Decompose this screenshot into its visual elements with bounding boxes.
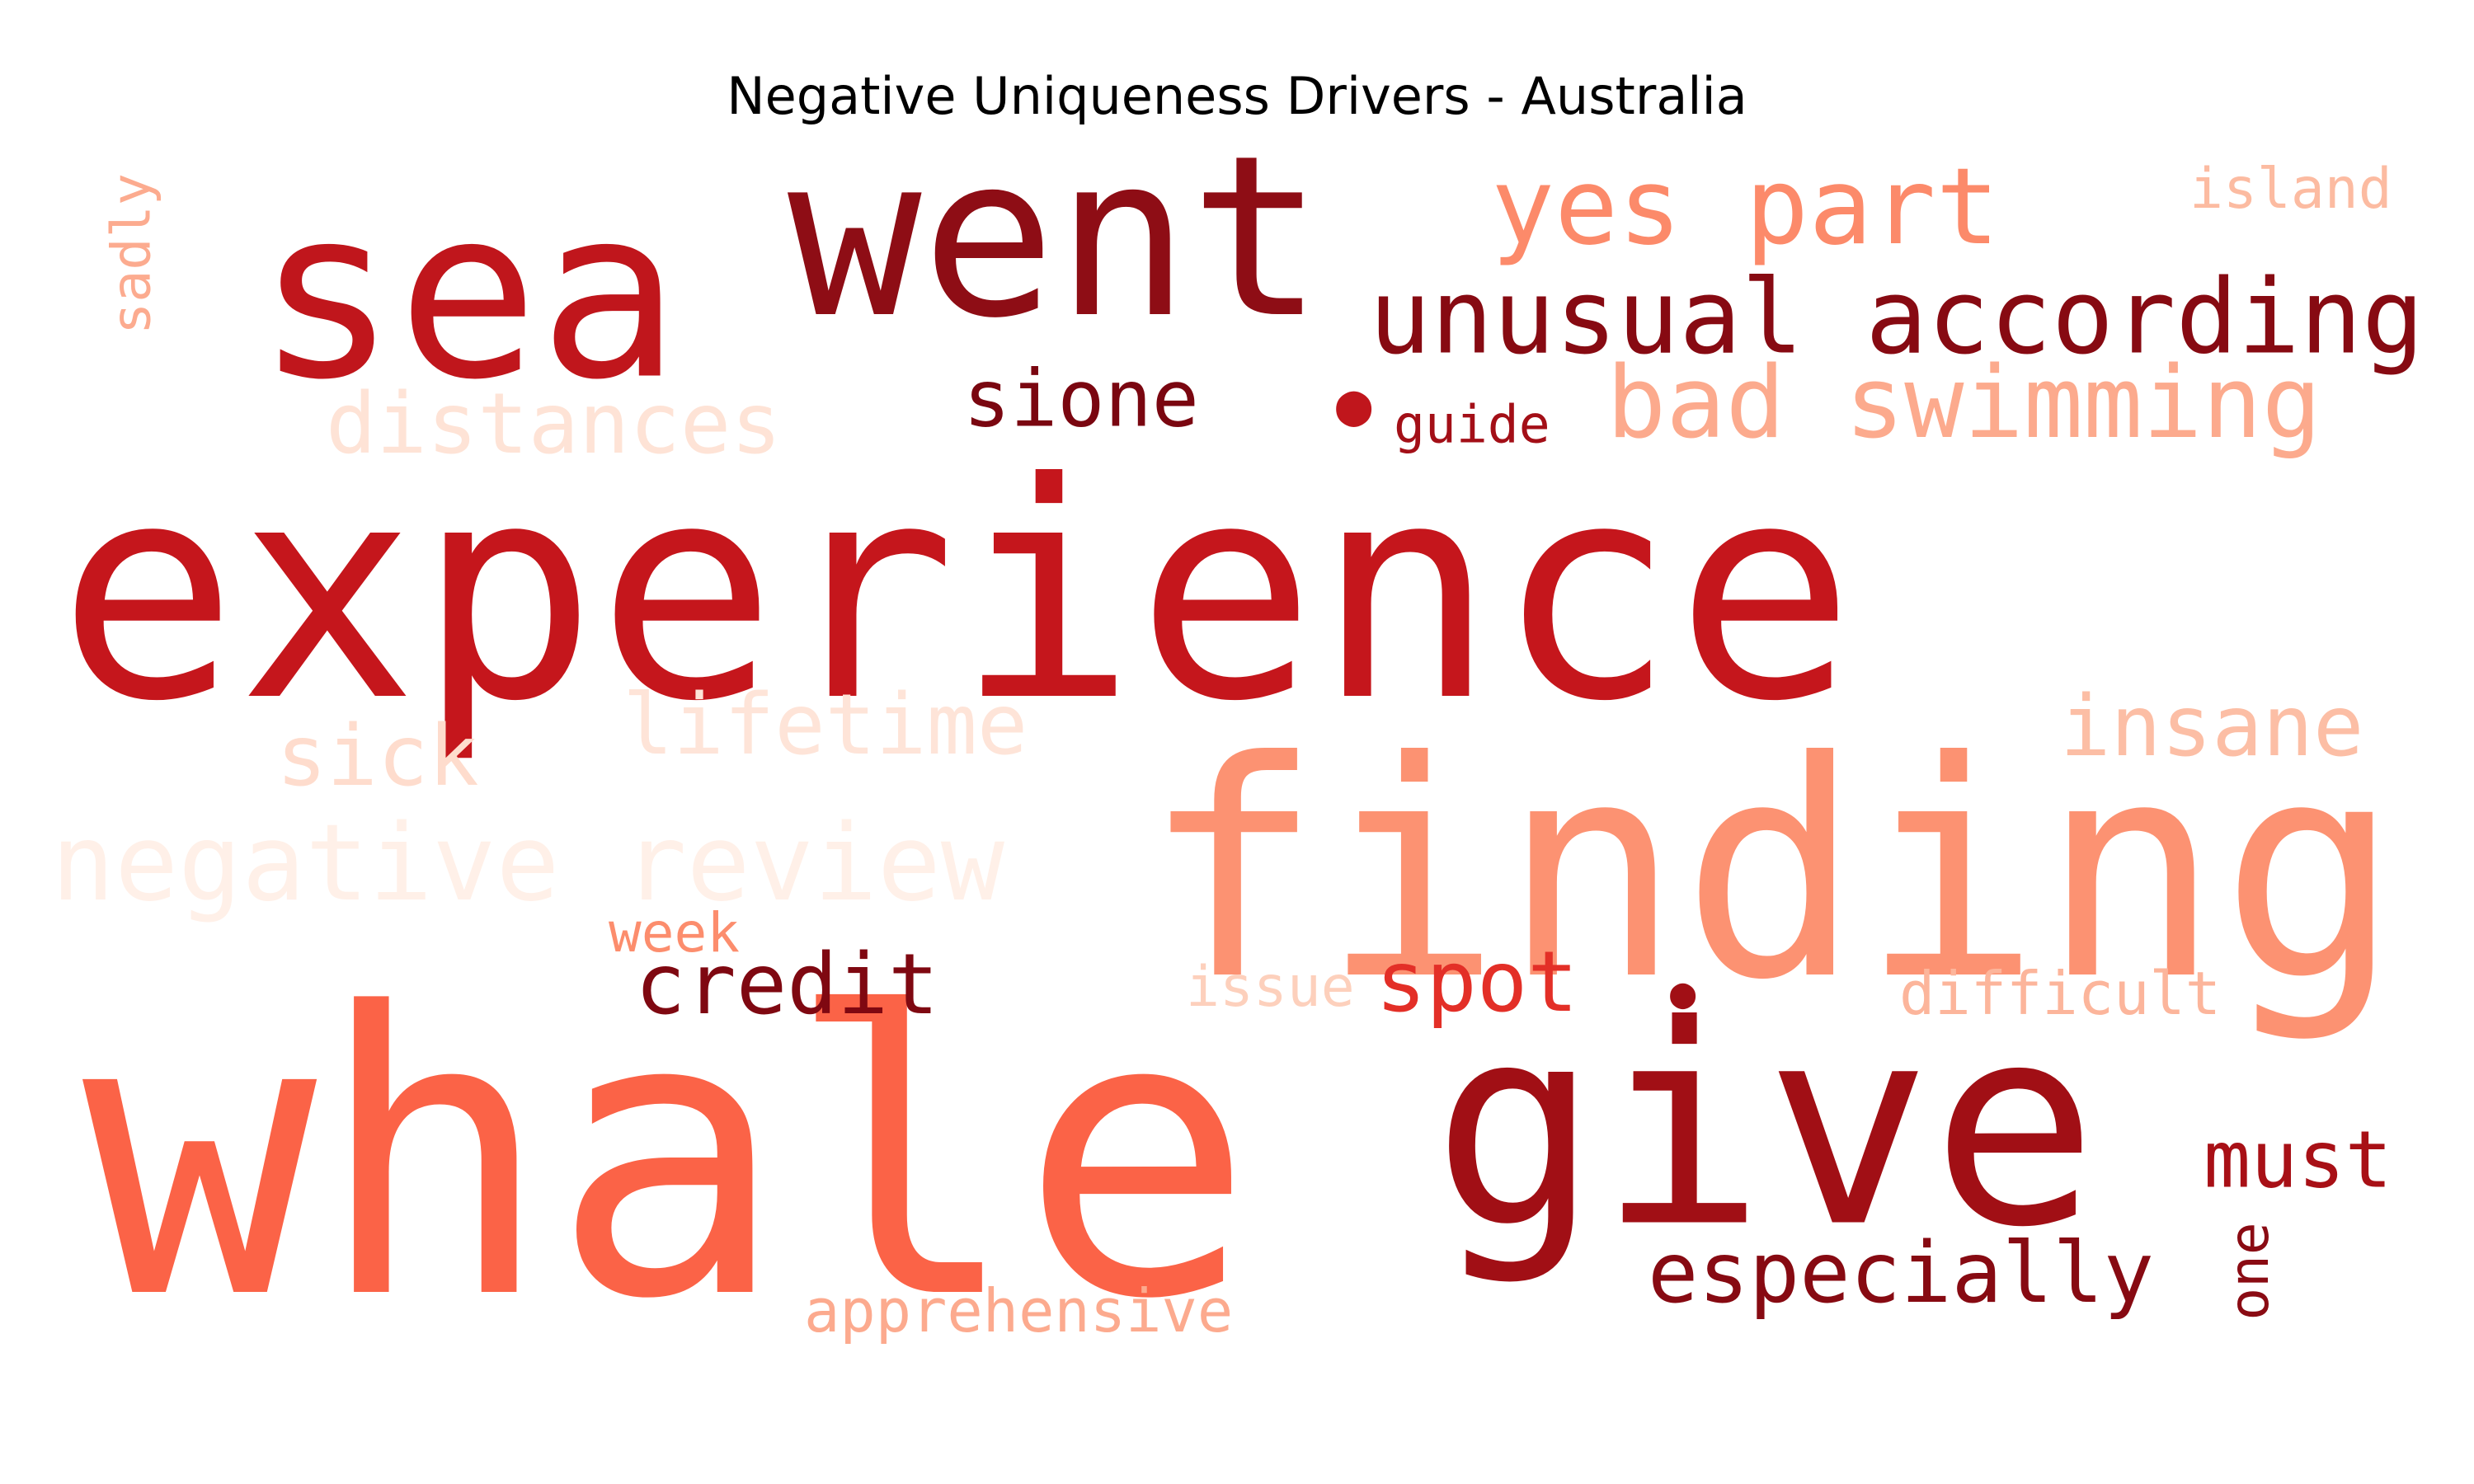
word-dot-2: ●	[1670, 969, 1696, 1018]
word-lifetime: lifetime	[623, 676, 1028, 774]
word-must: must	[2204, 1115, 2392, 1206]
word-unusual-according: unusual according	[1369, 257, 2425, 378]
word-apprehensive: apprehensive	[804, 1276, 1234, 1345]
word-spot: spot	[1376, 933, 1578, 1031]
word-experience: experience	[58, 420, 1856, 767]
word-bad-swimming: bad swimming	[1606, 346, 2321, 461]
word-negative-review: negative review	[51, 802, 1004, 925]
word-difficult: difficult	[1899, 959, 2222, 1028]
word-insane: insane	[2060, 678, 2364, 776]
word-went: went	[788, 107, 1324, 367]
word-one: one	[2218, 1222, 2281, 1321]
word-finding: finding	[1142, 698, 2401, 1045]
word-credit: credit	[635, 936, 939, 1034]
word-sadly: sadly	[101, 173, 163, 335]
word-island: island	[2189, 157, 2392, 222]
word-give: give	[1432, 966, 2098, 1289]
word-sione: sione	[963, 354, 1199, 445]
word-week: week	[609, 901, 740, 965]
word-sick: sick	[276, 707, 479, 805]
word-guide: guide	[1394, 394, 1550, 455]
word-dot-1: ●	[1336, 369, 1372, 439]
word-yes-part: yes part	[1491, 146, 2000, 269]
word-distances: distances	[326, 375, 782, 473]
chart-title: Negative Uniqueness Drivers - Australia	[727, 66, 1747, 126]
word-especially: especially	[1648, 1224, 2155, 1322]
word-sea: sea	[256, 157, 680, 432]
word-issue: issue	[1186, 955, 1355, 1020]
word-whale: whale	[82, 932, 1254, 1384]
